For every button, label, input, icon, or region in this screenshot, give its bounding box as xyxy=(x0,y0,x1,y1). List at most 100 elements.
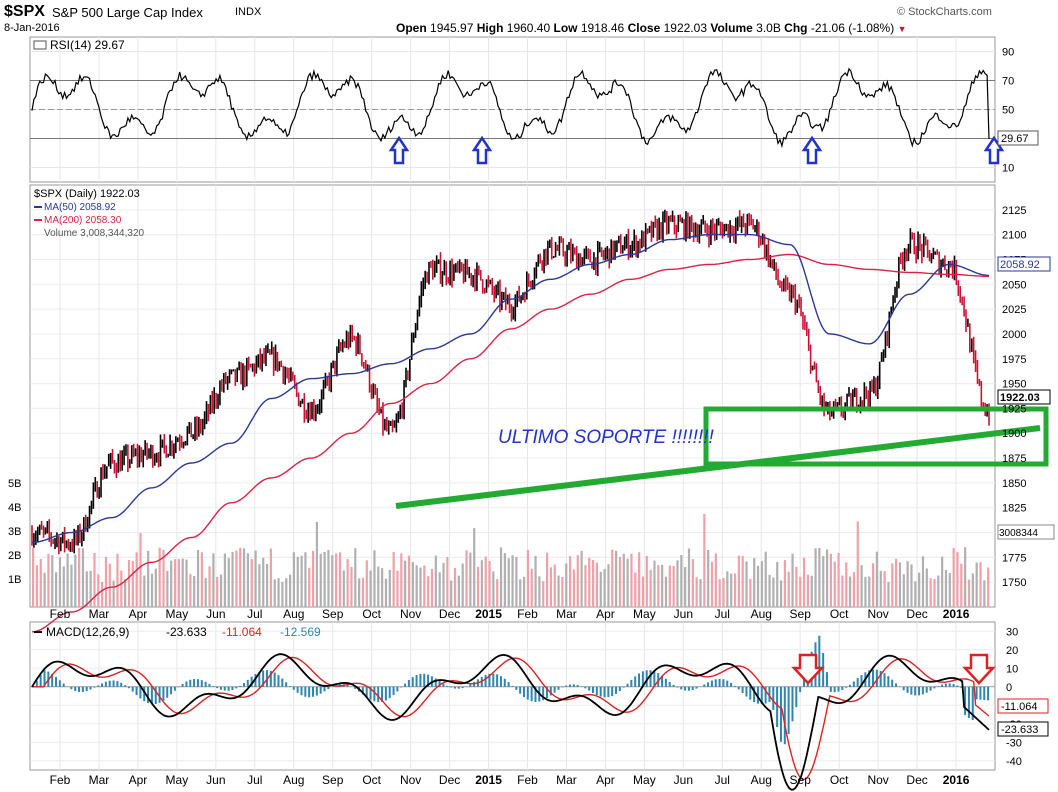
macd-histogram-bar xyxy=(74,686,77,692)
macd-histogram-bar xyxy=(887,676,890,687)
month-tick-label: Oct xyxy=(830,773,849,787)
macd-histogram-bar xyxy=(285,682,288,687)
macd-histogram-bar xyxy=(534,686,537,702)
month-tick-label: Aug xyxy=(751,773,772,787)
volume-bar xyxy=(595,562,599,607)
macd-histogram-bar xyxy=(496,674,499,687)
panel-frame xyxy=(29,184,996,608)
chg-value: -21.06 (-1.08%) xyxy=(810,21,895,35)
volume-bar xyxy=(641,576,645,607)
price-tick-label: 2050 xyxy=(1002,279,1026,291)
volume-bar xyxy=(181,558,184,607)
macd-histogram-bar xyxy=(641,671,644,687)
month-tick-label: 2016 xyxy=(943,607,970,621)
volume-bar xyxy=(292,552,296,607)
macd-histogram-bar xyxy=(545,686,548,699)
volume-bar xyxy=(756,565,760,607)
volume-bar xyxy=(177,559,180,607)
volume-bar xyxy=(396,570,399,607)
macd-histogram-bar xyxy=(365,686,368,698)
volume-bar xyxy=(680,555,683,607)
volume-bar xyxy=(369,570,372,607)
macd-histogram-bar xyxy=(384,686,387,701)
down-arrow-icon xyxy=(962,653,996,685)
macd-histogram-bar xyxy=(166,686,169,698)
month-tick-label: Jul xyxy=(715,607,730,621)
chg-label: Chg xyxy=(784,21,808,35)
volume-bar xyxy=(672,566,675,607)
high-label: High xyxy=(476,21,504,35)
volume-bar xyxy=(81,548,85,607)
macd-histogram-bar xyxy=(687,686,690,691)
macd-histogram-bar xyxy=(227,686,230,691)
macd-histogram-bar xyxy=(960,686,963,688)
ma50-line xyxy=(31,233,990,544)
macd-histogram-bar xyxy=(484,675,487,687)
source-credit: © StockCharts.com xyxy=(897,6,992,18)
price-tick-label: 1975 xyxy=(1002,354,1026,366)
macd-histogram-bar xyxy=(845,686,848,688)
rsi-legend: RSI(14) 29.67 xyxy=(33,38,125,52)
macd-histogram-bar xyxy=(749,686,752,700)
volume-bar xyxy=(239,547,242,607)
macd-histogram-bar xyxy=(572,684,575,687)
macd-legend-macd: -23.633 xyxy=(166,625,207,639)
macd-histogram-bar xyxy=(112,680,115,687)
macd-histogram-bar xyxy=(361,686,364,695)
volume-bar xyxy=(32,547,35,607)
macd-histogram-bar xyxy=(39,674,42,687)
volume-bar xyxy=(338,552,342,607)
macd-histogram-bar xyxy=(423,673,426,687)
month-tick-label: Feb xyxy=(50,607,71,621)
volume-bar xyxy=(979,562,982,607)
volume-bar xyxy=(810,575,813,607)
macd-histogram-bar xyxy=(147,686,150,704)
volume-bar xyxy=(634,572,637,607)
ma50-tag-box xyxy=(997,256,1051,272)
month-tick-label: Jun xyxy=(674,773,693,787)
volume-bar xyxy=(956,552,959,607)
volume-bar xyxy=(427,576,430,607)
volume-bar xyxy=(699,579,702,607)
macd-signal-line xyxy=(32,656,990,781)
month-tick-label: Jun xyxy=(206,773,225,787)
month-tick-label: Jun xyxy=(674,607,693,621)
ma200-legend-text: MA(200) 2058.30 xyxy=(44,215,122,226)
volume-bar xyxy=(227,558,230,607)
macd-histogram-bar xyxy=(519,686,522,694)
volume-tick-label: 1B xyxy=(8,574,21,586)
volume-bar xyxy=(419,567,422,607)
volume-bar xyxy=(519,579,522,607)
macd-histogram-bar xyxy=(779,686,782,742)
macd-histogram-bar xyxy=(568,684,571,687)
macd-histogram-bar xyxy=(78,686,81,692)
volume-bar xyxy=(664,576,668,607)
macd-histogram-bar xyxy=(653,671,656,687)
volume-bar xyxy=(346,559,349,607)
volume-bar xyxy=(43,572,46,607)
volume-bar xyxy=(883,571,886,607)
macd-histogram-bar xyxy=(189,679,192,687)
volume-bar xyxy=(277,578,280,607)
volume-bar xyxy=(925,568,928,607)
volume-bar xyxy=(189,574,192,607)
macd-histogram-bar xyxy=(369,686,372,700)
macd-histogram-bar xyxy=(204,681,207,687)
macd-histogram-bar xyxy=(173,686,176,691)
macd-tick-label: -40 xyxy=(1006,756,1022,768)
signal-tag-box xyxy=(997,698,1049,714)
volume-bar xyxy=(488,560,491,607)
volume-bar xyxy=(718,579,721,607)
volume-bar xyxy=(902,574,905,607)
macd-histogram-bar xyxy=(599,686,602,697)
volume-bar xyxy=(411,562,414,607)
volume-bar xyxy=(703,513,706,607)
volume-bar xyxy=(572,569,576,607)
volume-bar xyxy=(358,578,361,607)
month-tick-label: 2015 xyxy=(475,773,502,787)
macd-histogram-bar xyxy=(753,686,756,703)
support-annotation: ULTIMO SOPORTE !!!!!!!! xyxy=(498,427,714,448)
volume-bar xyxy=(39,559,42,607)
volume-bar xyxy=(216,576,219,607)
